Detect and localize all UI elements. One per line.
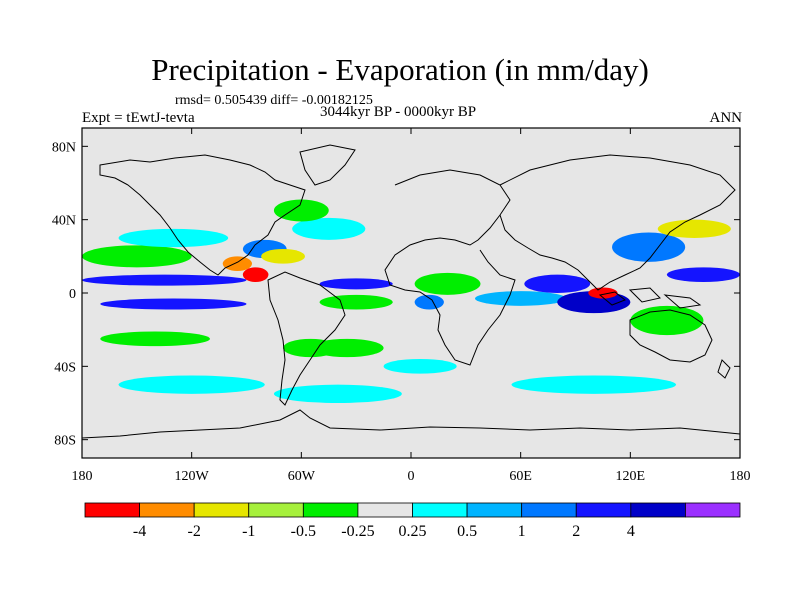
colorbar-swatch bbox=[466, 502, 523, 518]
x-tick-label: 180 bbox=[72, 469, 93, 484]
field-region-0 bbox=[82, 274, 247, 286]
colorbar-swatch bbox=[84, 502, 140, 518]
field-region-10 bbox=[319, 278, 393, 290]
plot-title: Precipitation - Evaporation (in mm/day) bbox=[151, 52, 649, 87]
period-label: 3044kyr BP - 0000kyr BP bbox=[320, 104, 477, 120]
colorbar-label: 0.5 bbox=[457, 523, 477, 540]
colorbar-swatch bbox=[575, 502, 632, 518]
field-region-13 bbox=[310, 338, 384, 358]
coastline-indonesia bbox=[598, 287, 702, 309]
field-region-25 bbox=[630, 305, 704, 336]
field-region-5 bbox=[242, 267, 269, 282]
x-tick-label: 120W bbox=[175, 469, 210, 484]
colorbar-swatch bbox=[139, 502, 195, 518]
field-region-15 bbox=[414, 272, 481, 295]
colorbar-label: -4 bbox=[133, 523, 146, 540]
colorbar-swatch bbox=[412, 502, 468, 518]
colorbar bbox=[84, 502, 741, 518]
field-region-22 bbox=[612, 232, 686, 262]
field-region-3 bbox=[118, 228, 229, 248]
y-tick-label: 80S bbox=[54, 434, 76, 449]
field-region-2 bbox=[82, 245, 192, 268]
colorbar-label: -2 bbox=[188, 523, 201, 540]
coastline-greenland bbox=[299, 144, 356, 186]
colorbar-label: 4 bbox=[627, 523, 635, 540]
coastline-north-america bbox=[99, 154, 306, 276]
colorbar-swatch bbox=[193, 502, 250, 518]
experiment-label: Expt = tEwtJ-tevta bbox=[82, 110, 195, 126]
coastline-asia bbox=[499, 154, 736, 291]
axis-ticks bbox=[81, 128, 741, 458]
x-tick-label: 60W bbox=[288, 469, 316, 484]
field-region-7 bbox=[261, 249, 305, 264]
field-region-27 bbox=[118, 375, 265, 394]
colorbar-swatch bbox=[357, 502, 413, 518]
coastline-australia bbox=[629, 309, 713, 363]
field-region-17 bbox=[383, 359, 457, 374]
field-region-11 bbox=[319, 294, 393, 310]
y-tick-label: 40S bbox=[54, 360, 76, 375]
y-axis-labels: 80N 40N 0 40S 80S bbox=[52, 140, 76, 448]
field-region-28 bbox=[100, 331, 210, 347]
x-tick-label: 120E bbox=[616, 469, 646, 484]
x-axis-labels: 180 120W 60W 0 60E 120E 180 bbox=[72, 469, 751, 484]
field-region-9 bbox=[273, 199, 329, 222]
colorbar-label: 2 bbox=[572, 523, 580, 540]
field-region-16 bbox=[414, 294, 444, 310]
field-region-18 bbox=[474, 291, 567, 306]
map-background bbox=[82, 128, 740, 458]
x-tick-label: 0 bbox=[408, 469, 415, 484]
colorbar-label: -0.25 bbox=[341, 523, 374, 540]
colorbar-swatch bbox=[302, 502, 359, 518]
colorbar-swatch bbox=[630, 502, 686, 518]
field-region-24 bbox=[666, 267, 740, 282]
field-region-1 bbox=[100, 298, 247, 310]
coastline-antarctica bbox=[82, 409, 740, 439]
field-region-21 bbox=[588, 287, 618, 299]
y-tick-label: 0 bbox=[69, 287, 76, 302]
season-label: ANN bbox=[709, 110, 743, 126]
coastline-south-america bbox=[267, 271, 346, 406]
colorbar-label: 0.25 bbox=[399, 523, 427, 540]
coastlines bbox=[82, 144, 740, 439]
y-tick-label: 80N bbox=[52, 140, 76, 155]
coastline-africa-europe bbox=[384, 169, 516, 366]
colorbar-labels: -4 -2 -1 -0.5 -0.25 0.25 0.5 1 2 4 bbox=[133, 523, 635, 540]
colorbar-label: -0.5 bbox=[291, 523, 316, 540]
field-region-23 bbox=[657, 219, 731, 238]
field-layer bbox=[82, 199, 740, 404]
colorbar-swatch bbox=[685, 502, 741, 518]
y-tick-label: 40N bbox=[52, 214, 76, 229]
x-tick-label: 180 bbox=[730, 469, 751, 484]
stats-text: rmsd= 0.505439 diff= -0.00182125 bbox=[175, 93, 373, 108]
colorbar-label: -1 bbox=[242, 523, 255, 540]
field-region-4 bbox=[222, 256, 252, 271]
field-region-26 bbox=[511, 375, 677, 394]
field-region-14 bbox=[273, 384, 402, 404]
coastline-new-zealand bbox=[717, 359, 731, 379]
colorbar-swatch bbox=[248, 502, 304, 518]
field-region-19 bbox=[524, 274, 591, 294]
colorbar-label: 1 bbox=[518, 523, 526, 540]
colorbar-swatch bbox=[521, 502, 577, 518]
x-tick-label: 60E bbox=[509, 469, 532, 484]
field-region-8 bbox=[292, 217, 366, 240]
